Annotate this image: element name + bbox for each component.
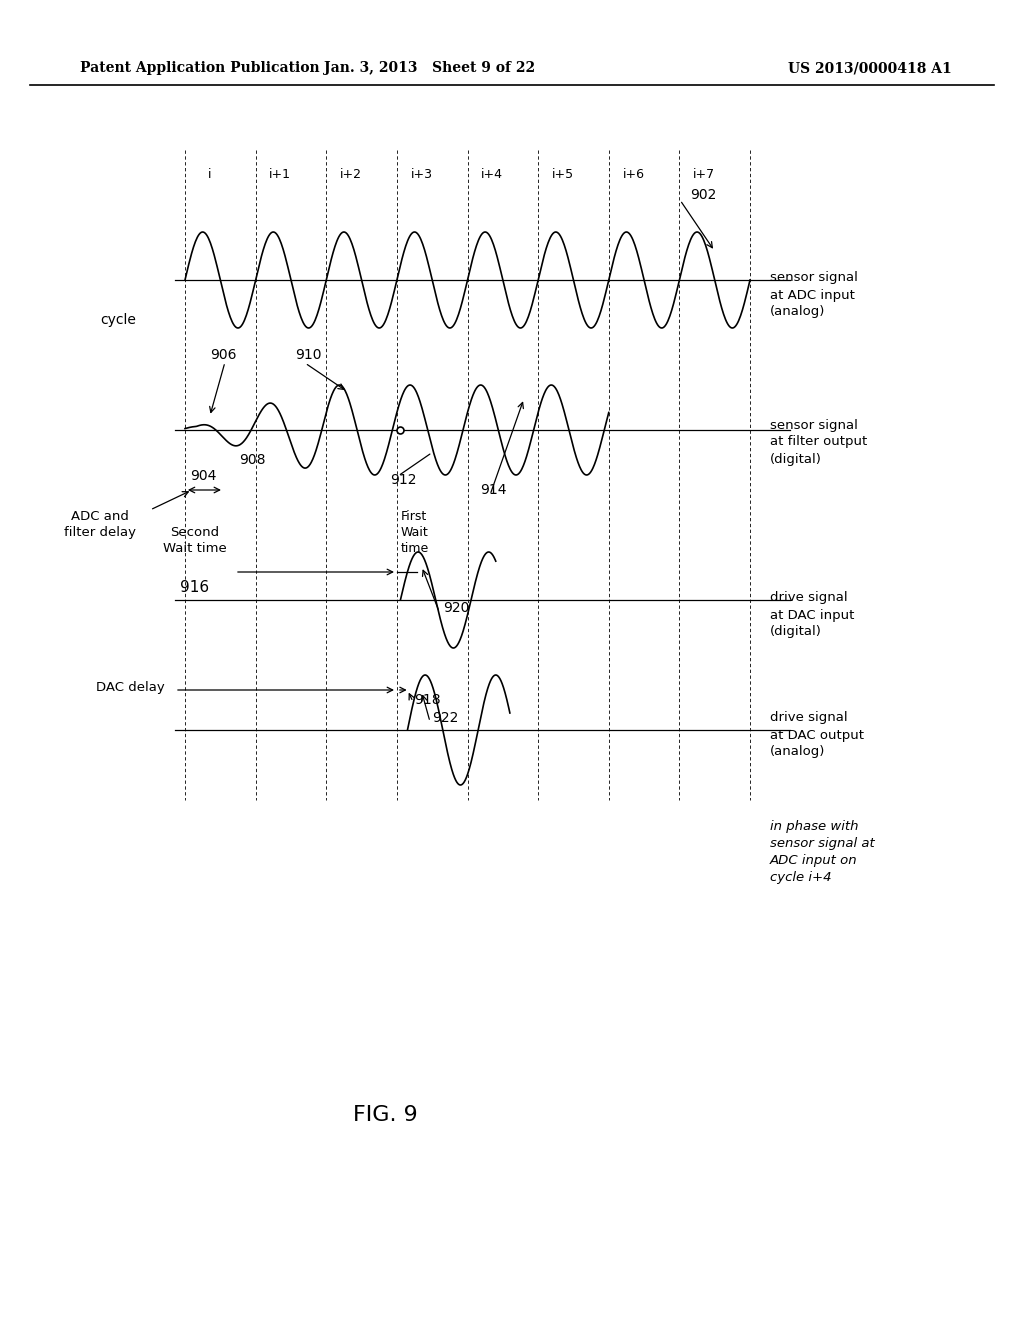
Text: i+1: i+1 <box>269 169 292 181</box>
Text: sensor signal
at ADC input
(analog): sensor signal at ADC input (analog) <box>770 272 858 318</box>
Text: US 2013/0000418 A1: US 2013/0000418 A1 <box>788 61 952 75</box>
Text: 922: 922 <box>432 711 459 725</box>
Text: i+7: i+7 <box>693 169 715 181</box>
Text: 920: 920 <box>442 601 469 615</box>
Text: DAC delay: DAC delay <box>95 681 165 694</box>
Text: sensor signal
at filter output
(digital): sensor signal at filter output (digital) <box>770 418 867 466</box>
Text: 918: 918 <box>415 693 441 708</box>
Text: in phase with
sensor signal at
ADC input on
cycle i+4: in phase with sensor signal at ADC input… <box>770 820 874 884</box>
Text: 912: 912 <box>390 473 417 487</box>
Text: cycle: cycle <box>100 313 136 327</box>
Text: First
Wait
time: First Wait time <box>400 510 429 554</box>
Text: drive signal
at DAC output
(analog): drive signal at DAC output (analog) <box>770 711 864 759</box>
Text: ADC and
filter delay: ADC and filter delay <box>63 510 136 539</box>
Text: 910: 910 <box>295 348 322 362</box>
Text: 908: 908 <box>239 453 265 467</box>
Text: i+3: i+3 <box>411 169 432 181</box>
Text: i: i <box>208 169 212 181</box>
Text: drive signal
at DAC input
(digital): drive signal at DAC input (digital) <box>770 591 854 639</box>
Text: 914: 914 <box>480 483 507 498</box>
Text: 904: 904 <box>189 469 216 483</box>
Text: i+6: i+6 <box>623 169 644 181</box>
Text: Jan. 3, 2013   Sheet 9 of 22: Jan. 3, 2013 Sheet 9 of 22 <box>325 61 536 75</box>
Text: 902: 902 <box>690 187 717 202</box>
Text: i+5: i+5 <box>552 169 573 181</box>
Text: 916: 916 <box>180 579 210 595</box>
Text: FIG. 9: FIG. 9 <box>352 1105 418 1125</box>
Text: 906: 906 <box>210 348 237 362</box>
Text: Second
Wait time: Second Wait time <box>163 525 227 554</box>
Text: i+4: i+4 <box>481 169 503 181</box>
Text: i+2: i+2 <box>340 169 361 181</box>
Text: Patent Application Publication: Patent Application Publication <box>80 61 319 75</box>
